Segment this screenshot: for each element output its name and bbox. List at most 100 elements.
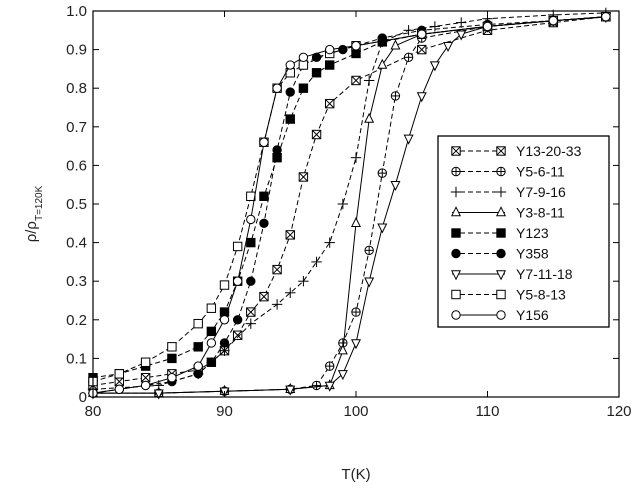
data-point: [167, 353, 177, 364]
data-point: [167, 342, 177, 352]
data-point: [246, 214, 256, 225]
y-tick-label: 0.9: [66, 42, 87, 59]
data-point: [246, 307, 256, 317]
data-point: [114, 369, 124, 379]
data-point: [325, 60, 335, 70]
data-point: [272, 145, 282, 155]
data-point: [417, 29, 427, 39]
data-point: [193, 369, 203, 379]
data-point: [246, 276, 256, 286]
data-point: [403, 25, 414, 36]
data-point: [325, 44, 335, 55]
legend-label: Y358: [516, 246, 549, 262]
data-point: [298, 276, 309, 287]
data-point: [285, 287, 296, 298]
data-point: [206, 338, 217, 348]
data-point: [364, 277, 375, 288]
legend-label: Y5-6-11: [516, 164, 565, 180]
y-tick-label: 0.2: [66, 312, 87, 329]
data-point: [285, 114, 295, 124]
data-point: [232, 241, 243, 252]
data-point: [337, 198, 349, 210]
data-point: [337, 370, 348, 381]
legend-marker: [495, 186, 507, 198]
y-tick-label: 0.1: [66, 350, 87, 367]
legend-marker: [495, 270, 507, 281]
data-point: [206, 357, 217, 367]
x-tick-label: 110: [476, 403, 500, 420]
y-axis-label-sub: T=120K: [34, 185, 45, 221]
data-point: [403, 52, 414, 63]
legend-item: Y123: [451, 225, 549, 241]
data-point: [167, 373, 177, 383]
data-point: [429, 61, 440, 72]
data-point: [259, 291, 269, 302]
data-point: [350, 339, 362, 350]
legend-label: Y123: [516, 225, 549, 241]
data-point: [219, 315, 230, 325]
data-point: [390, 39, 401, 50]
data-point: [193, 361, 203, 371]
x-tick-label: 120: [606, 403, 631, 420]
data-point: [206, 326, 217, 337]
legend-marker: [451, 228, 461, 238]
data-point: [416, 92, 427, 103]
series-line: [92, 16, 606, 379]
data-point: [311, 129, 322, 140]
legend-item: Y156: [451, 307, 549, 323]
data-point: [456, 17, 467, 28]
legend-marker: [450, 206, 462, 217]
legend-marker: [496, 310, 506, 320]
y-tick-label: 0.7: [66, 119, 87, 136]
legend-marker: [451, 248, 461, 259]
data-point: [114, 376, 124, 387]
data-point: [403, 134, 414, 145]
y-tick-label: 0.5: [66, 196, 87, 213]
data-point: [298, 52, 309, 63]
legend-marker: [496, 228, 506, 238]
data-point: [114, 384, 125, 394]
data-point: [325, 98, 335, 109]
data-point: [350, 152, 362, 163]
legend-marker: [496, 166, 506, 177]
data-point: [298, 60, 309, 70]
legend-item: Y5-6-11: [451, 164, 565, 180]
data-point: [351, 75, 361, 86]
x-axis-label: T(K): [341, 466, 370, 483]
data-point: [272, 83, 282, 93]
data-point: [350, 216, 362, 227]
data-point: [140, 373, 151, 383]
legend-marker: [451, 310, 461, 320]
y-axis-label-main: ρ/ρ: [23, 221, 40, 242]
legend-item: Y13-20-33: [451, 143, 582, 159]
data-point: [298, 83, 309, 93]
x-tick-label: 90: [216, 403, 233, 420]
data-point: [193, 318, 203, 329]
legend-item: Y3-8-11: [450, 205, 565, 221]
legend-marker: [450, 186, 462, 198]
data-point: [298, 172, 309, 182]
data-point: [351, 48, 361, 59]
data-point: [259, 191, 269, 201]
legend-marker: [496, 146, 506, 156]
data-point: [456, 30, 467, 41]
data-point: [311, 68, 322, 78]
y-tick-label: 0.6: [66, 157, 87, 174]
legend-marker: [496, 248, 506, 259]
data-point: [285, 385, 296, 396]
legend-item: Y7-9-16: [450, 184, 566, 200]
data-point: [377, 58, 388, 69]
data-point: [364, 245, 374, 256]
data-point: [351, 307, 361, 317]
data-point: [338, 338, 348, 348]
data-point: [364, 112, 375, 123]
data-point: [417, 44, 427, 55]
data-point: [377, 168, 387, 178]
data-point: [325, 361, 335, 371]
x-tick-label: 100: [343, 403, 368, 420]
data-point: [271, 299, 283, 310]
y-tick-label: 0.8: [66, 80, 87, 97]
data-point: [193, 342, 203, 352]
data-point: [219, 280, 230, 290]
